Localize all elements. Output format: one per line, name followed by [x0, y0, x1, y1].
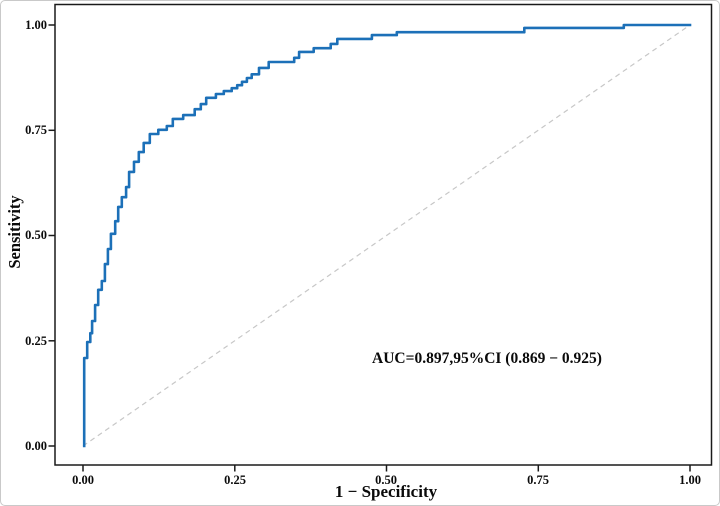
x-tick-label: 0.00 — [72, 473, 94, 487]
x-tick-label: 0.75 — [527, 473, 549, 487]
y-tick-label: 0.50 — [25, 228, 47, 242]
y-tick-label: 0.75 — [25, 123, 47, 137]
y-tick-label: 0.00 — [25, 439, 47, 453]
x-axis-ticks — [82, 465, 691, 472]
y-tick-label: 0.25 — [25, 334, 47, 348]
x-tick-label: 0.25 — [224, 473, 246, 487]
plot-frame — [54, 3, 713, 466]
auc-annotation: AUC=0.897,95%CI (0.869 − 0.925) — [372, 350, 602, 367]
y-axis-title: Sensitivity — [5, 195, 24, 269]
reference-diagonal-line — [82, 24, 691, 447]
roc-curve-line — [82, 23, 692, 448]
x-tick-label: 1.00 — [679, 473, 701, 487]
y-tick-label: 1.00 — [25, 18, 47, 32]
x-tick-label: 0.50 — [375, 473, 397, 487]
x-axis-title: 1 − Specificity — [334, 482, 438, 501]
y-axis-ticks — [48, 24, 55, 447]
